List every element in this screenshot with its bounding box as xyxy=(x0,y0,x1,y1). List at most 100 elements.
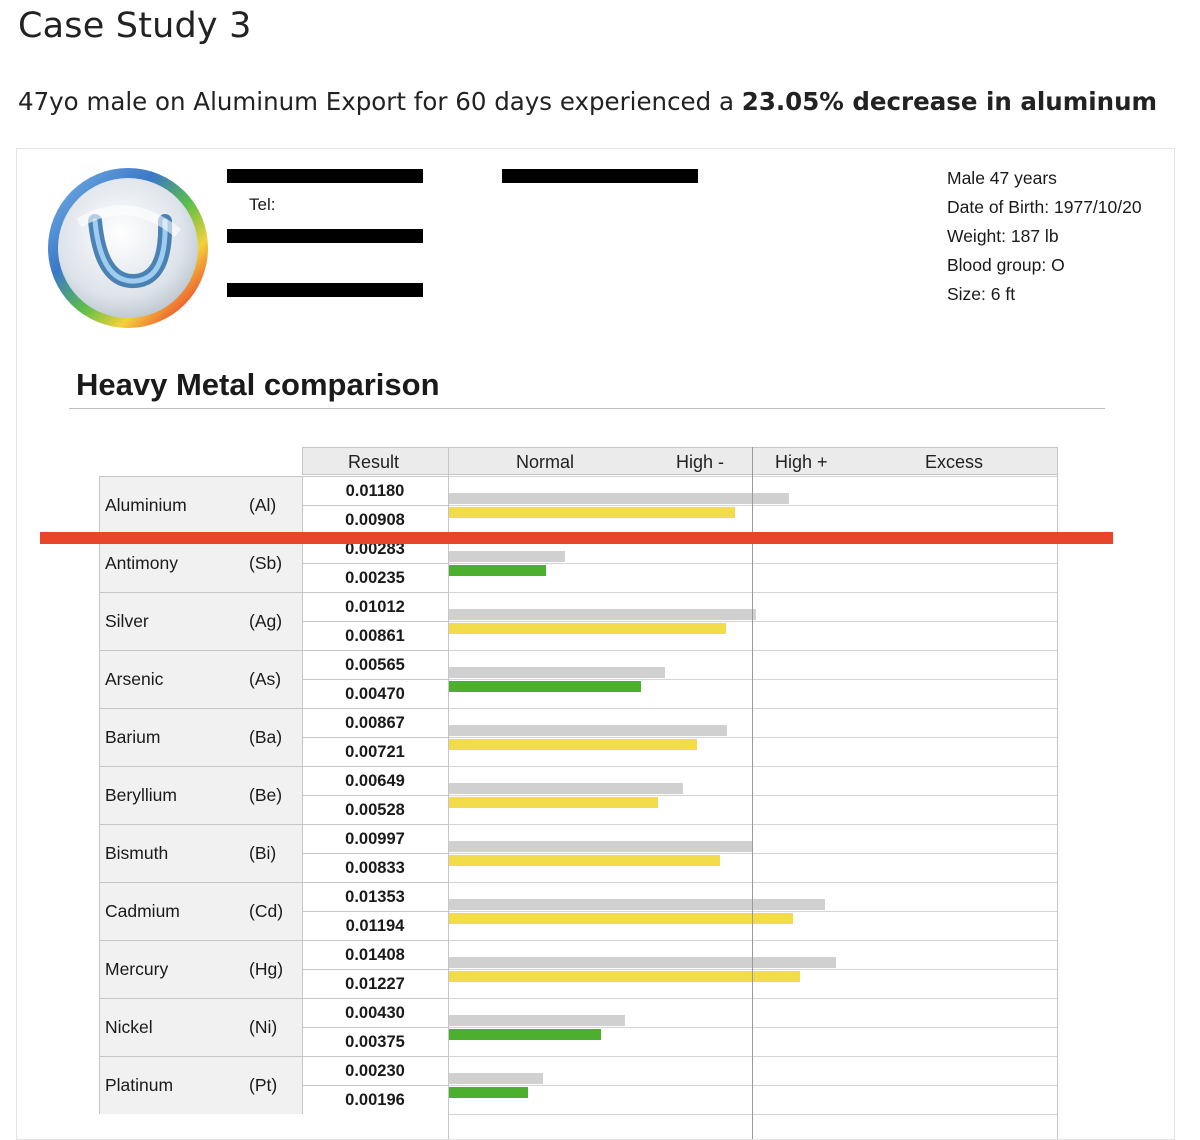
case-study-summary: 47yo male on Aluminum Export for 60 days… xyxy=(18,87,1157,116)
metal-symbol: (Ag) xyxy=(249,611,283,631)
patient-info: Male 47 years Date of Birth: 1977/10/20 … xyxy=(947,164,1142,309)
result-after: 0.00470 xyxy=(345,685,405,703)
result-cell-before xyxy=(302,592,448,621)
metal-row-label-cell xyxy=(99,708,302,766)
metal-name: Barium xyxy=(105,727,161,747)
bar-before xyxy=(449,1015,625,1026)
header-chart-cell xyxy=(448,447,1058,475)
bar-before xyxy=(449,493,789,504)
metal-name: Silver xyxy=(105,611,149,631)
result-before: 0.01012 xyxy=(345,598,405,616)
bar-after xyxy=(449,855,720,866)
metal-row-label-cell xyxy=(99,476,302,534)
bar-before xyxy=(449,551,565,562)
redacted-address xyxy=(227,283,423,297)
bar-before xyxy=(449,783,683,794)
metal-symbol: (Ni) xyxy=(249,1017,278,1037)
tel-label: Tel: xyxy=(249,195,276,214)
bar-before xyxy=(449,609,756,620)
metal-name: Cadmium xyxy=(105,901,180,921)
metal-symbol: (Ba) xyxy=(249,727,283,747)
metal-name: Antimony xyxy=(105,553,178,573)
metal-row-label-cell xyxy=(99,998,302,1056)
result-after: 0.00833 xyxy=(345,859,405,877)
result-cell-after xyxy=(302,1027,448,1056)
result-before: 0.01353 xyxy=(345,888,405,906)
result-cell-after xyxy=(302,853,448,882)
bar-before xyxy=(449,841,753,852)
metal-symbol: (Be) xyxy=(249,785,283,805)
patient-sex-age: Male 47 years xyxy=(947,168,1057,188)
metal-symbol: (Sb) xyxy=(249,553,283,573)
metal-row-label-cell xyxy=(99,650,302,708)
result-cell-after xyxy=(302,505,448,534)
bar-after xyxy=(449,681,641,692)
bar-after xyxy=(449,1029,601,1040)
result-after: 0.00861 xyxy=(345,627,405,645)
header-normal: Normal xyxy=(516,452,575,472)
bar-after xyxy=(449,507,735,518)
summary-highlight: 23.05% decrease in aluminum xyxy=(741,87,1158,116)
result-cell-after xyxy=(302,563,448,592)
bar-after xyxy=(449,623,726,634)
metal-symbol: (Hg) xyxy=(249,959,284,979)
result-after: 0.00375 xyxy=(345,1033,405,1051)
header-high-minus: High - xyxy=(676,452,725,472)
bar-before xyxy=(449,899,825,910)
metal-name: Mercury xyxy=(105,959,169,979)
patient-weight: Weight: 187 lb xyxy=(947,226,1059,246)
result-cell-after xyxy=(302,679,448,708)
bar-before xyxy=(449,667,665,678)
result-cell-after xyxy=(302,1085,448,1114)
metal-row-label-cell xyxy=(99,592,302,650)
section-title: Heavy Metal comparison xyxy=(76,367,440,402)
result-after: 0.00721 xyxy=(345,743,405,761)
result-before: 0.01408 xyxy=(345,946,405,964)
result-cell-before xyxy=(302,1056,448,1085)
result-after: 0.00196 xyxy=(345,1091,405,1109)
metal-name: Aluminium xyxy=(105,495,187,515)
result-cell-before xyxy=(302,882,448,911)
chart-left-border xyxy=(448,447,449,1139)
redacted-name xyxy=(227,169,423,183)
metal-row-label-cell xyxy=(99,882,302,940)
result-cell-before xyxy=(302,940,448,969)
metal-symbol: (As) xyxy=(249,669,282,689)
result-before: 0.00230 xyxy=(345,1062,405,1080)
metal-name: Platinum xyxy=(105,1075,174,1095)
bar-after xyxy=(449,797,658,808)
result-before: 0.00283 xyxy=(345,540,405,558)
metal-row-label-cell xyxy=(99,824,302,882)
metal-symbol: (Bi) xyxy=(249,843,277,863)
bar-after xyxy=(449,565,546,576)
metal-name: Arsenic xyxy=(105,669,164,689)
header-high-plus: High + xyxy=(775,452,828,472)
result-cell-after xyxy=(302,737,448,766)
redacted-clinic xyxy=(502,169,698,183)
bar-before xyxy=(449,1073,543,1084)
highlight-marker-line xyxy=(40,532,1113,544)
metal-symbol: (Cd) xyxy=(249,901,284,921)
result-cell-after xyxy=(302,621,448,650)
result-cell-before xyxy=(302,708,448,737)
result-before: 0.00649 xyxy=(345,772,405,790)
summary-text: 47yo male on Aluminum Export for 60 days… xyxy=(18,87,742,116)
result-cell-before xyxy=(302,476,448,505)
metal-name: Beryllium xyxy=(105,785,177,805)
case-study-title: Case Study 3 xyxy=(18,6,252,46)
result-after: 0.00528 xyxy=(345,801,405,819)
metal-symbol: (Pt) xyxy=(249,1075,278,1095)
header-result: Result xyxy=(348,452,400,472)
metal-symbol: (Al) xyxy=(249,495,277,515)
result-cell-after xyxy=(302,969,448,998)
lab-report: Tel: Male 47 years Date of Birth: 1977/1… xyxy=(16,148,1175,1140)
result-cell-after xyxy=(302,911,448,940)
result-before: 0.00997 xyxy=(345,830,405,848)
redacted-phone xyxy=(227,229,423,243)
metal-name: Bismuth xyxy=(105,843,169,863)
result-cell-before xyxy=(302,766,448,795)
result-before: 0.01180 xyxy=(345,482,405,500)
result-cell-after xyxy=(302,795,448,824)
patient-blood-group: Blood group: O xyxy=(947,255,1065,275)
metal-row-label-cell xyxy=(99,766,302,824)
